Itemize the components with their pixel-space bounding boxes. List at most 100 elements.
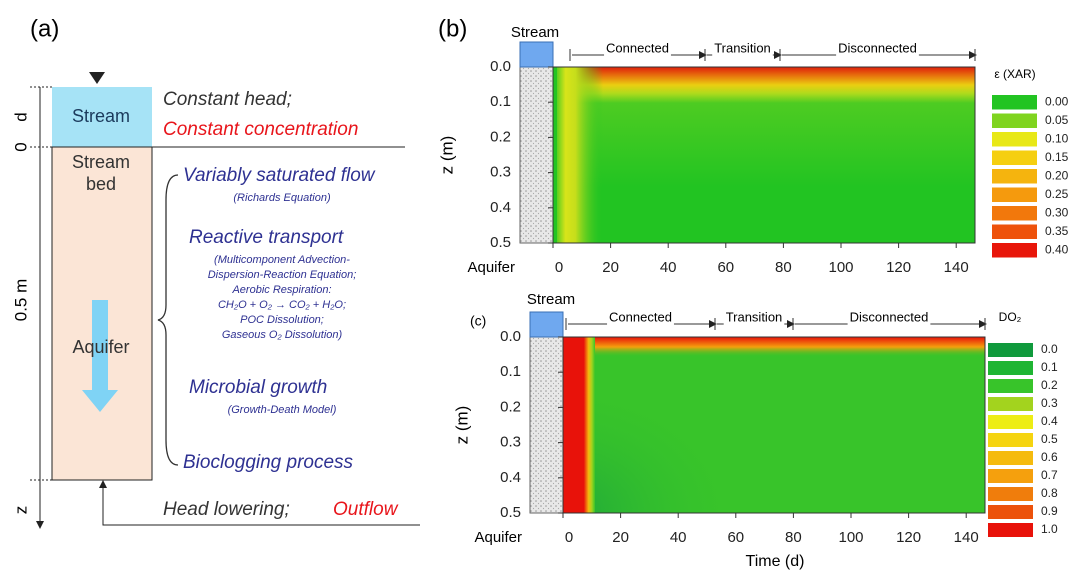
legend-label: 0.6 — [1041, 450, 1058, 464]
legend-swatch — [988, 505, 1033, 519]
stream-bed-text: Stream — [72, 152, 130, 172]
stream-text: Stream — [527, 291, 575, 308]
y-tick-label: 0.4 — [490, 199, 511, 216]
phase-label-bg — [712, 41, 773, 57]
legend-swatch — [992, 224, 1037, 239]
phase-label: Disconnected — [850, 309, 929, 324]
aquifer-text: Aquifer — [72, 337, 129, 357]
process-detail: POC Dissolution; — [240, 314, 324, 326]
dim-label: 0 — [11, 142, 30, 151]
dim-label: 0.5 m — [11, 279, 30, 322]
legend-label: 0.0 — [1041, 342, 1058, 356]
legend-title: DO₂ — [999, 310, 1022, 324]
process-detail: (Growth-Death Model) — [228, 404, 337, 416]
x-tick-label: 0 — [565, 529, 573, 546]
panel-b: (b) Stream z (m) Aquifer ε (XAR) 0.00.10… — [437, 15, 1068, 276]
legend-swatch — [988, 451, 1033, 465]
legend-swatch — [992, 169, 1037, 184]
bc-text: Outflow — [333, 499, 399, 520]
legend-label: 0.1 — [1041, 360, 1058, 374]
legend-label: 0.5 — [1041, 432, 1058, 446]
y-tick-label: 0.5 — [490, 234, 511, 251]
aquifer-text: Aquifer — [474, 529, 522, 546]
legend-label: 0.8 — [1041, 486, 1058, 500]
legend-swatch — [988, 397, 1033, 411]
legend-label: 0.30 — [1045, 205, 1069, 219]
x-tick-label: 80 — [785, 529, 802, 546]
legend-label: 0.35 — [1045, 224, 1069, 238]
dim-label: d — [11, 112, 30, 121]
panel-c: (c) Stream z (m) Aquifer Time (d) DO₂ 0.… — [452, 291, 1058, 570]
x-tick-label: 140 — [944, 259, 969, 276]
legend-swatch — [988, 523, 1033, 537]
phase-label: Disconnected — [838, 40, 917, 55]
legend-label: 0.9 — [1041, 504, 1058, 518]
process-detail: Aerobic Respiration: — [231, 284, 331, 296]
legend-swatch — [988, 343, 1033, 357]
x-tick-label: 20 — [612, 529, 629, 546]
x-tick-label: 60 — [727, 529, 744, 546]
x-tick-label: 0 — [555, 259, 563, 276]
phase-label-bg — [604, 41, 671, 57]
dim-label: z — [11, 506, 30, 515]
x-tick-label: 60 — [717, 259, 734, 276]
legend-swatch — [992, 132, 1037, 147]
y-tick-label: 0.4 — [500, 469, 521, 486]
process-detail: (Multicomponent Advection- — [214, 254, 350, 266]
legend-swatch — [992, 113, 1037, 128]
process-title: Bioclogging process — [183, 452, 354, 473]
legend-swatch — [992, 243, 1037, 258]
x-tick-label: 20 — [602, 259, 619, 276]
flow-arrow — [82, 300, 118, 412]
panel-label: (a) — [30, 15, 59, 42]
x-tick-label: 80 — [775, 259, 792, 276]
legend-swatch — [988, 469, 1033, 483]
aquifer-column — [519, 66, 554, 244]
y-tick-label: 0.5 — [500, 504, 521, 521]
legend-label: 1.0 — [1041, 522, 1058, 536]
legend-swatch — [992, 187, 1037, 202]
x-tick-label: 100 — [838, 529, 863, 546]
phase-label-bg — [836, 41, 919, 57]
process-detail: Gaseous O₂ Dissolution) — [222, 329, 343, 341]
y-tick-label: 0.3 — [490, 164, 511, 181]
legend-label: 0.3 — [1041, 396, 1058, 410]
legend-title: ε (XAR) — [994, 67, 1035, 81]
phase-label: Transition — [714, 40, 771, 55]
legend-swatch — [992, 150, 1037, 165]
y-tick-label: 0.2 — [490, 128, 511, 145]
phase-label-bg — [847, 310, 931, 326]
y-tick-label: 0.1 — [500, 363, 521, 380]
x-tick-label: 40 — [670, 529, 687, 546]
bc-text: Constant head; — [163, 89, 292, 110]
y-axis-label: z (m) — [452, 406, 471, 445]
legend-swatch — [992, 95, 1037, 110]
legend-label: 0.2 — [1041, 378, 1058, 392]
x-tick-label: 140 — [954, 529, 979, 546]
stream-bed-text: bed — [86, 174, 116, 194]
legend-label: 0.15 — [1045, 150, 1069, 164]
process-detail: CH₂O + O₂ → CO₂ + H₂O; — [218, 299, 346, 311]
legend-swatch — [992, 206, 1037, 221]
process-title: Reactive transport — [189, 227, 344, 248]
bc-text: Constant concentration — [163, 119, 358, 140]
legend-label: 0.00 — [1045, 94, 1069, 108]
y-tick-label: 0.0 — [500, 328, 521, 345]
phase-label: Connected — [606, 40, 669, 55]
legend-label: 0.40 — [1045, 242, 1069, 256]
legend-label: 0.7 — [1041, 468, 1058, 482]
panel-a: (a) Stream Stream bed Aquifer d 0 0.5 m … — [11, 15, 420, 529]
panel-label: (c) — [470, 313, 486, 329]
legend-swatch — [988, 361, 1033, 375]
aquifer-column — [529, 336, 564, 514]
water-level — [89, 72, 105, 84]
y-tick-label: 0.1 — [490, 93, 511, 110]
process-title: Microbial growth — [189, 377, 327, 398]
stream-box — [52, 87, 152, 147]
legend-swatch — [988, 487, 1033, 501]
aquifer-text: Aquifer — [467, 259, 515, 276]
legend-swatch — [988, 433, 1033, 447]
panel-label: (b) — [438, 15, 467, 42]
phase-label: Connected — [609, 309, 672, 324]
